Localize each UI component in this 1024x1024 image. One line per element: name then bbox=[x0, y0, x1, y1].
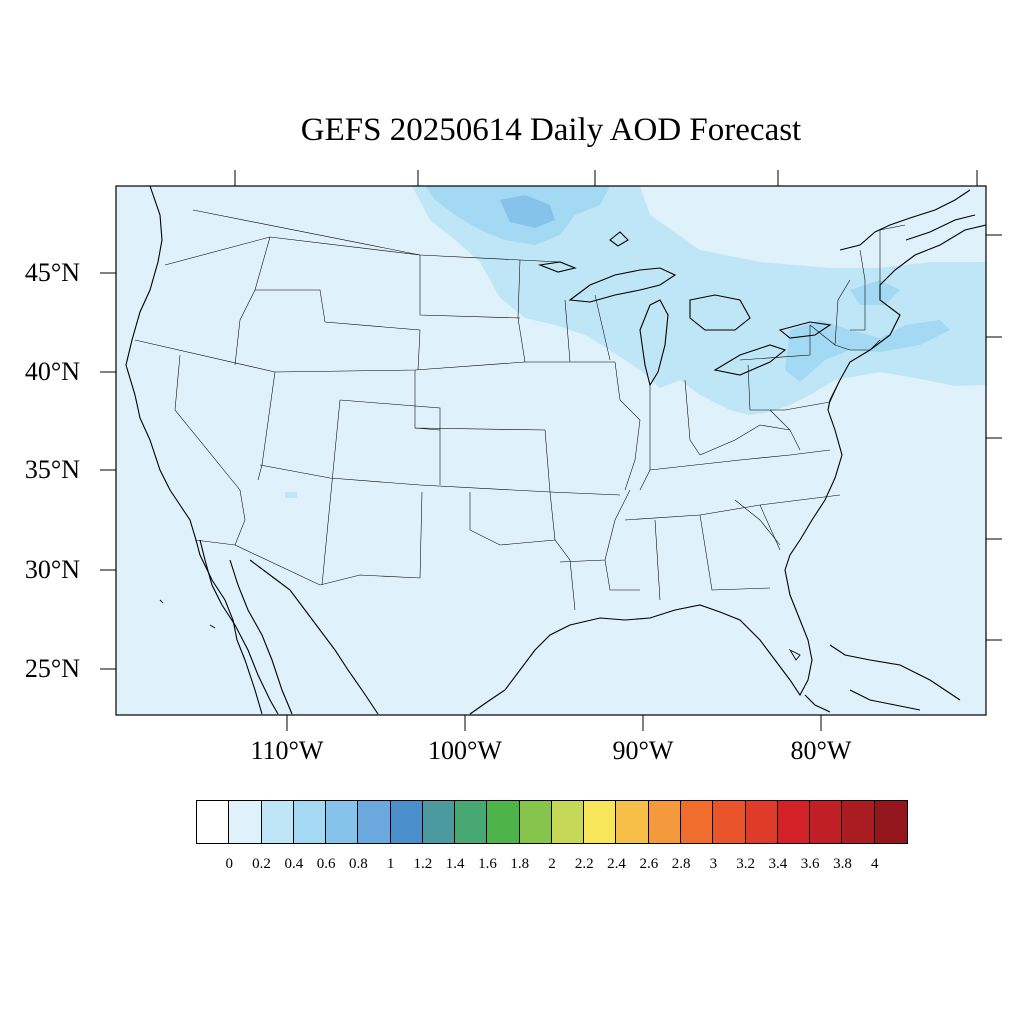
colorbar-tick-label: 2.4 bbox=[607, 856, 626, 872]
left-ticks bbox=[100, 272, 116, 670]
lon-label-80w: 80°W bbox=[790, 736, 852, 765]
colorbar-tick-label: 3.2 bbox=[736, 856, 755, 872]
lat-label-35n: 35°N bbox=[24, 455, 80, 484]
colorbar-swatch bbox=[487, 801, 520, 843]
colorbar-swatch bbox=[358, 801, 391, 843]
colorbar-tick-label: 3.6 bbox=[800, 856, 820, 872]
colorbar-swatch bbox=[842, 801, 875, 843]
colorbar-swatch bbox=[197, 801, 230, 843]
colorbar-swatch bbox=[422, 801, 456, 843]
lat-label-30n: 30°N bbox=[24, 555, 80, 584]
colorbar-tick-label: 3.8 bbox=[833, 856, 852, 872]
colorbar-swatch bbox=[713, 801, 746, 843]
state-boundaries bbox=[134, 209, 906, 611]
coastlines bbox=[125, 186, 986, 715]
colorbar-tick-label: 1.2 bbox=[413, 856, 433, 872]
aod-core-lake-superior bbox=[500, 195, 555, 228]
aod-speck-arizona bbox=[285, 492, 297, 498]
lat-label-40n: 40°N bbox=[24, 357, 80, 386]
top-ticks bbox=[234, 170, 978, 186]
lat-label-45n: 45°N bbox=[24, 258, 80, 287]
colorbar-tick-label: 0.4 bbox=[284, 856, 304, 872]
lon-label-110w: 110°W bbox=[250, 736, 324, 765]
colorbar-swatch bbox=[680, 801, 714, 843]
colorbar-swatch bbox=[326, 801, 359, 843]
colorbar-swatch bbox=[293, 801, 327, 843]
colorbar-tick-label: 1.4 bbox=[445, 856, 465, 872]
colorbar-swatch bbox=[874, 801, 907, 843]
colorbar-swatch bbox=[648, 801, 681, 843]
aod-colorbar bbox=[196, 800, 908, 844]
colorbar-tick-label: 4 bbox=[870, 856, 879, 872]
colorbar-tick-label: 2.8 bbox=[671, 856, 691, 872]
colorbar-tick-label: 3 bbox=[709, 856, 718, 872]
colorbar-tick-label: 3.4 bbox=[768, 856, 788, 872]
colorbar-swatch bbox=[616, 801, 649, 843]
colorbar-tick-label: 0.2 bbox=[252, 856, 271, 872]
colorbar-swatch bbox=[777, 801, 811, 843]
colorbar-swatch bbox=[390, 801, 423, 843]
colorbar-tick-label: 1.8 bbox=[510, 856, 530, 872]
aod-core-quebec bbox=[850, 280, 900, 305]
colorbar-tick-label: 0 bbox=[225, 856, 234, 872]
right-ticks bbox=[986, 234, 1002, 641]
lon-label-90w: 90°W bbox=[612, 736, 674, 765]
colorbar-swatch bbox=[455, 801, 488, 843]
colorbar-swatch bbox=[551, 801, 585, 843]
colorbar-tick-label: 1.6 bbox=[478, 856, 497, 872]
map-frame bbox=[115, 185, 987, 716]
colorbar-tick-label: 1 bbox=[386, 856, 395, 872]
aod-plume-northeast bbox=[412, 186, 986, 415]
colorbar-swatch bbox=[584, 801, 617, 843]
colorbar-swatch bbox=[519, 801, 552, 843]
map-title: GEFS 20250614 Daily AOD Forecast bbox=[300, 112, 802, 148]
colorbar-swatch bbox=[261, 801, 294, 843]
colorbar-swatch bbox=[229, 801, 262, 843]
great-lakes bbox=[537, 231, 832, 387]
colorbar-tick-label: 0.8 bbox=[348, 856, 368, 872]
bottom-ticks bbox=[286, 715, 822, 731]
colorbar-tick-label: 2 bbox=[548, 856, 556, 872]
colorbar-swatch bbox=[745, 801, 778, 843]
colorbar-tick-label: 0.6 bbox=[316, 856, 336, 872]
lat-label-25n: 25°N bbox=[24, 654, 80, 683]
colorbar-tick-label: 2.2 bbox=[574, 856, 594, 872]
islands bbox=[159, 599, 801, 661]
colorbar-swatch bbox=[810, 801, 843, 843]
colorbar-tick-label: 2.6 bbox=[639, 856, 659, 872]
lon-label-100w: 100°W bbox=[428, 736, 502, 765]
